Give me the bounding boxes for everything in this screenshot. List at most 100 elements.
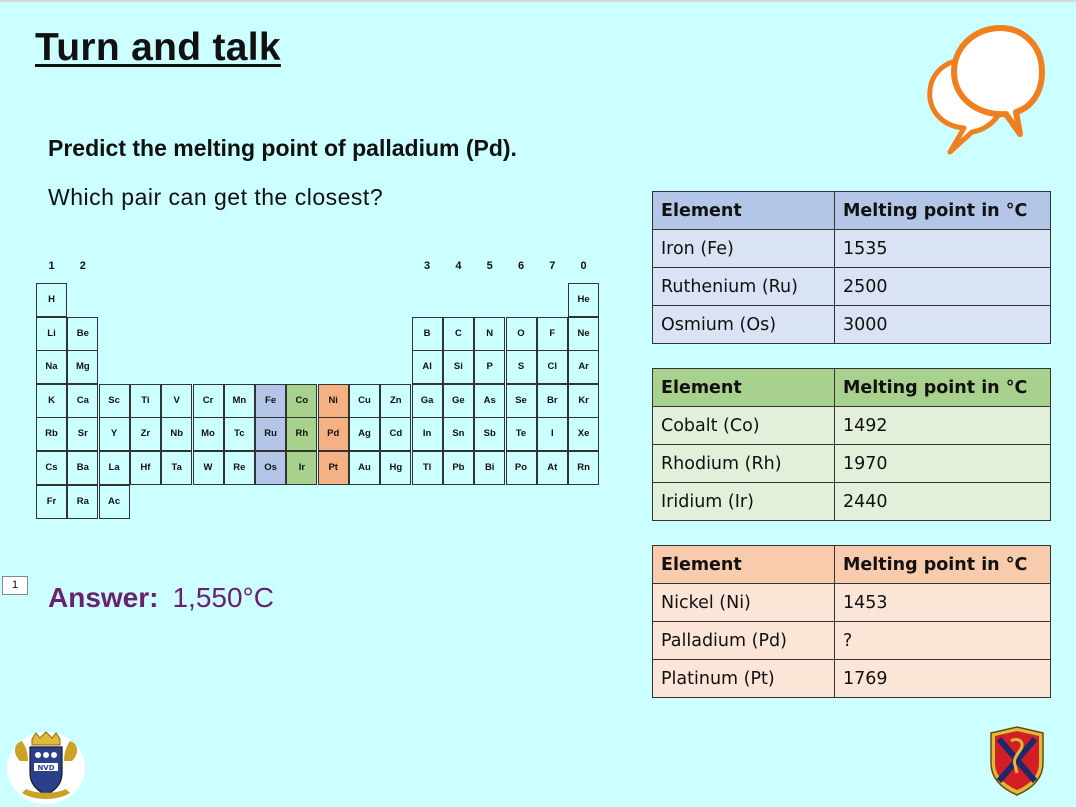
element-cell-mg: Mg (67, 350, 99, 385)
element-cell: Osmium (Os) (652, 305, 835, 344)
element-cell: Ruthenium (Ru) (652, 267, 835, 306)
element-cell-at: At (536, 451, 568, 485)
element-cell-ba: Ba (67, 451, 99, 485)
element-cell-ar: Ar (568, 350, 600, 385)
table-row: Nickel (Ni) 1453 (652, 583, 1051, 622)
table-row: Ruthenium (Ru) 2500 (652, 267, 1051, 306)
group-label-6: 6 (517, 260, 525, 272)
element-cell-sn: Sn (442, 417, 474, 452)
element-cell-pd: Pd (317, 417, 349, 452)
element-cell-p: P (474, 350, 506, 385)
element-cell-zr: Zr (129, 417, 161, 452)
element-cell-na: Na (36, 350, 67, 385)
element-cell: Palladium (Pd) (652, 621, 835, 660)
element-cell-sr: Sr (67, 417, 99, 452)
element-cell-v: V (161, 383, 193, 418)
element-cell-bi: Bi (474, 451, 506, 485)
header-melting-point: Melting point in °C (834, 545, 1051, 584)
melting-point-cell: 2440 (834, 482, 1051, 521)
element-cell-ru: Ru (255, 417, 287, 452)
table-header-row: Element Melting point in °C (652, 545, 1051, 584)
element-cell-hg: Hg (380, 451, 412, 485)
element-cell-pt: Pt (317, 451, 349, 485)
element-cell-cs: Cs (36, 451, 67, 485)
element-cell-he: He (568, 283, 600, 317)
element-cell: Iron (Fe) (652, 229, 835, 268)
table-header-row: Element Melting point in °C (652, 191, 1051, 230)
prompt-text: Which pair can get the closest? (48, 184, 384, 210)
element-cell-ti: Ti (129, 383, 161, 418)
answer-label: Answer: (48, 582, 159, 613)
header-melting-point: Melting point in °C (834, 191, 1051, 230)
group-label-7: 7 (549, 260, 556, 272)
element-cell-w: W (192, 451, 224, 485)
element-cell-ca: Ca (67, 383, 99, 418)
speech-bubbles-icon (927, 25, 1045, 155)
element-cell-xe: Xe (568, 417, 600, 452)
table-row: Osmium (Os) 3000 (652, 305, 1051, 344)
element-cell-ga: Ga (411, 383, 443, 418)
element-cell-ne: Ne (568, 316, 600, 351)
header-element: Element (652, 191, 835, 230)
element-cell-n: N (474, 316, 506, 351)
school-crest-icon: NVD (7, 731, 85, 804)
element-cell-co: Co (286, 383, 318, 418)
element-cell-f: F (536, 316, 568, 351)
element-cell: Iridium (Ir) (652, 482, 835, 521)
element-cell-sb: Sb (474, 417, 506, 452)
element-cell-br: Br (536, 383, 568, 418)
element-cell-rn: Rn (568, 451, 600, 485)
melting-point-cell: 3000 (834, 305, 1051, 344)
element-cell-as: As (474, 383, 506, 418)
element-cell-pb: Pb (442, 451, 474, 485)
header-melting-point: Melting point in °C (834, 368, 1051, 407)
melting-point-cell: ? (834, 621, 1051, 660)
element-cell-i: I (536, 417, 568, 452)
top-border (0, 0, 1076, 2)
element-cell-h: H (36, 283, 67, 317)
element-cell-ta: Ta (161, 451, 193, 485)
element-cell: Cobalt (Co) (652, 406, 835, 445)
slide-title: Turn and talk (35, 26, 281, 69)
element-cell-o: O (505, 316, 537, 351)
element-cell-po: Po (505, 451, 537, 485)
table-row: Iron (Fe) 1535 (652, 229, 1051, 268)
element-cell-fr: Fr (36, 484, 67, 519)
element-cell: Rhodium (Rh) (652, 444, 835, 483)
crest-left-text: NVD (37, 764, 54, 772)
group-label-2: 2 (79, 260, 86, 272)
melting-table-cobalt-group: Element Melting point in °C Cobalt (Co) … (652, 368, 1051, 521)
element-cell-rb: Rb (36, 417, 67, 452)
group-label-0: 0 (580, 260, 587, 272)
element-cell-si: Si (442, 350, 474, 385)
element-cell-li: Li (36, 316, 67, 351)
element-cell-cl: Cl (536, 350, 568, 385)
element-cell-hf: Hf (129, 451, 161, 485)
table-row: Palladium (Pd) ? (652, 621, 1051, 660)
element-cell-be: Be (67, 316, 99, 351)
slide-number-box: 1 (2, 576, 28, 595)
group-label-1: 1 (48, 260, 55, 272)
element-cell-ag: Ag (349, 417, 380, 452)
element-cell: Nickel (Ni) (652, 583, 835, 622)
element-cell-os: Os (255, 451, 287, 485)
header-element: Element (652, 368, 835, 407)
element-cell-in: In (411, 417, 443, 452)
element-cell-c: C (442, 316, 474, 351)
melting-table-nickel-group: Element Melting point in °C Nickel (Ni) … (652, 545, 1051, 698)
element-cell-k: K (36, 383, 67, 418)
element-cell-ir: Ir (286, 451, 318, 485)
answer-value: 1,550°C (172, 582, 274, 613)
element-cell-cr: Cr (192, 383, 224, 418)
element-cell-mn: Mn (223, 383, 255, 418)
table-row: Cobalt (Co) 1492 (652, 406, 1051, 445)
table-row: Iridium (Ir) 2440 (652, 482, 1051, 521)
question-text: Predict the melting point of palladium (… (48, 135, 517, 161)
element-cell-sc: Sc (98, 383, 130, 418)
group-label-4: 4 (455, 260, 462, 272)
element-cell-zn: Zn (380, 383, 412, 418)
table-header-row: Element Melting point in °C (652, 368, 1051, 407)
melting-table-iron-group: Element Melting point in °C Iron (Fe) 15… (652, 191, 1051, 344)
element-cell-cd: Cd (380, 417, 412, 452)
melting-point-cell: 1535 (834, 229, 1051, 268)
